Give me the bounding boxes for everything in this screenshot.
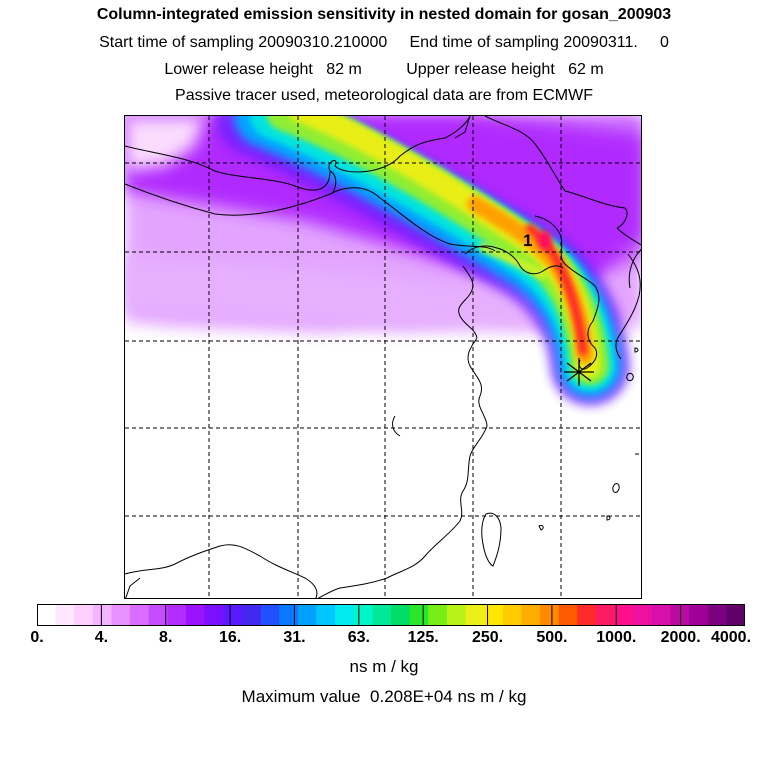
colorbar-tick-label: 4.: [94, 629, 109, 646]
maximum-value-text: Maximum value 0.208E+04 ns m / kg: [241, 687, 527, 706]
colorbar-cell: [74, 604, 94, 626]
colorbar-tick-label: 125.: [407, 629, 439, 646]
colorbar-cell: [223, 604, 243, 626]
colorbar-cell: [391, 604, 411, 626]
colorbar-cell: [335, 604, 355, 626]
colorbar-cells: [37, 604, 745, 626]
colorbar-cell: [726, 604, 745, 626]
colorbar-cell: [204, 604, 224, 626]
colorbar-cell: [130, 604, 150, 626]
release-height-line: Lower release height 82 m Upper release …: [164, 61, 604, 78]
colorbar-tick-label: 8.: [159, 629, 173, 646]
colorbar-cell: [707, 604, 727, 626]
colorbar: [37, 604, 745, 626]
colorbar-cell: [409, 604, 429, 626]
map-panel: 1: [124, 115, 642, 599]
colorbar-tick-label: 500.: [536, 629, 568, 646]
colorbar-cell: [558, 604, 578, 626]
colorbar-cell: [111, 604, 131, 626]
colorbar-cell: [670, 604, 690, 626]
colorbar-cell: [446, 604, 467, 626]
colorbar-cell: [297, 604, 318, 626]
colorbar-cell: [353, 604, 373, 626]
colorbar-cell: [148, 604, 169, 626]
colorbar-tick-label: 4000.: [710, 629, 752, 646]
colorbar-cell: [595, 604, 616, 626]
colorbar-cell: [241, 604, 262, 626]
colorbar-tick-label: 16.: [218, 629, 242, 646]
colorbar-cell: [521, 604, 541, 626]
colorbar-cell: [633, 604, 653, 626]
grid-lines: [125, 116, 641, 598]
coastlines: [125, 116, 641, 598]
colorbar-cell: [92, 604, 113, 626]
colorbar-cell: [465, 604, 485, 626]
colorbar-tick-label: 63.: [347, 629, 370, 646]
colorbar-ticks: [100, 604, 682, 626]
colorbar-cell: [372, 604, 392, 626]
colorbar-border: [37, 604, 745, 626]
star-marker-icon: [564, 358, 594, 386]
colorbar-cell: [540, 604, 560, 626]
colorbar-unit-label: ns m / kg: [349, 657, 419, 676]
colorbar-cell: [316, 604, 336, 626]
colorbar-cell: [260, 604, 280, 626]
sampling-time-line: Start time of sampling 20090310.210000 E…: [99, 34, 669, 51]
colorbar-tick-label: 1000.: [596, 629, 637, 646]
colorbar-cell: [428, 604, 448, 626]
colorbar-tick-label: 0.: [30, 629, 44, 646]
tracer-info-line: Passive tracer used, meteorological data…: [175, 87, 593, 104]
colorbar-cell: [55, 604, 75, 626]
colorbar-cell: [167, 604, 187, 626]
colorbar-cell: [651, 604, 672, 626]
colorbar-cell: [614, 604, 634, 626]
colorbar-cell: [186, 604, 206, 626]
colorbar-tick-label: 31.: [283, 629, 306, 646]
colorbar-cell: [689, 604, 709, 626]
colorbar-cell: [484, 604, 504, 626]
plot-title: Column-integrated emission sensitivity i…: [96, 6, 672, 23]
colorbar-cell: [279, 604, 299, 626]
colorbar-tick-label: 250.: [471, 629, 504, 646]
release-point-label: 1: [523, 231, 532, 250]
colorbar-cell: [37, 604, 57, 626]
colorbar-tick-label: 2000.: [660, 629, 701, 646]
sensitivity-map: 1: [125, 116, 641, 598]
colorbar-cell: [577, 604, 597, 626]
colorbar-cell: [502, 604, 523, 626]
